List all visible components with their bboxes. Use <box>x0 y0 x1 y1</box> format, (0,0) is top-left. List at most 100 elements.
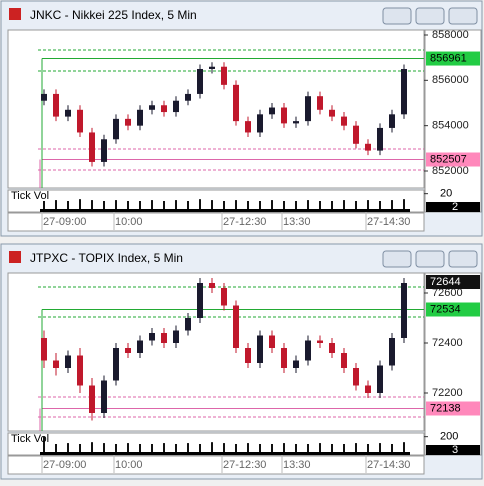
price-tag <box>426 275 480 289</box>
candle-body <box>137 109 143 126</box>
candle-body <box>245 121 251 133</box>
price-tag-label: 72534 <box>430 303 461 315</box>
candle-body <box>377 365 383 393</box>
price-tag <box>426 51 480 66</box>
volume-bar <box>115 200 117 212</box>
volume-bar <box>379 201 381 212</box>
volume-current-box <box>426 445 480 455</box>
volume-bar <box>103 201 105 212</box>
volume-area <box>7 432 425 456</box>
volume-bar <box>367 444 369 455</box>
candle-body <box>125 118 131 126</box>
volume-bar <box>43 201 45 212</box>
candle-body <box>77 109 83 133</box>
volume-bar <box>187 443 189 455</box>
candle-body <box>233 84 239 122</box>
candle-body <box>221 66 227 85</box>
candle-body <box>233 305 239 348</box>
candle-body <box>137 340 143 353</box>
volume-bar <box>79 444 81 455</box>
volume-bar <box>259 201 261 212</box>
candle-body <box>89 132 95 162</box>
candle-body <box>77 355 83 386</box>
volume-bar <box>55 444 57 455</box>
volume-bar <box>403 442 405 455</box>
volume-bar <box>355 443 357 455</box>
volume-bar <box>187 201 189 212</box>
candle-body <box>293 360 299 368</box>
candle-body <box>113 348 119 381</box>
volume-bar <box>67 201 69 212</box>
volume-bar <box>127 201 129 212</box>
volume-bar <box>247 201 249 212</box>
volume-bar <box>43 436 45 455</box>
candle-body <box>305 96 311 122</box>
price-label: 72400 <box>432 337 463 349</box>
candle-body <box>305 340 311 361</box>
price-tag <box>426 152 480 167</box>
volume-bar <box>151 200 153 212</box>
candle-body <box>341 116 347 126</box>
volume-bar <box>271 444 273 455</box>
volume-bar <box>307 444 309 455</box>
volume-bar <box>391 200 393 212</box>
candle-body <box>341 353 347 368</box>
volume-bar <box>343 444 345 455</box>
volume-bar <box>355 201 357 212</box>
close-button[interactable] <box>448 250 478 268</box>
price-tag <box>426 401 480 416</box>
volume-bar <box>163 443 165 455</box>
volume-bar <box>199 444 201 455</box>
volume-bar <box>295 444 297 455</box>
maximize-button[interactable] <box>415 250 445 268</box>
minimize-button[interactable] <box>382 250 412 268</box>
volume-bar <box>331 201 333 212</box>
volume-scale-label: 200 <box>440 431 458 443</box>
time-label: 27-14:30 <box>367 459 410 471</box>
candle-body <box>389 338 395 366</box>
candle-body <box>281 107 287 124</box>
volume-bar <box>343 200 345 212</box>
volume-current-box <box>426 202 480 212</box>
volume-bar <box>163 201 165 212</box>
candle-body <box>245 348 251 363</box>
candle-body <box>65 355 71 368</box>
price-tag-label: 856961 <box>430 52 467 64</box>
candle-body <box>53 93 59 117</box>
minimize-button[interactable] <box>382 7 412 25</box>
window-title: JTPXC - TOPIX Index, 5 Min <box>30 251 183 265</box>
volume-scroll <box>40 452 410 455</box>
volume-bar <box>223 443 225 455</box>
volume-area <box>7 189 425 213</box>
volume-bar <box>151 444 153 455</box>
candle-body <box>281 348 287 368</box>
volume-scale-label: 20 <box>440 188 452 200</box>
candle-body <box>125 348 131 353</box>
volume-bar <box>67 443 69 455</box>
window-icon <box>9 251 21 263</box>
plot-area <box>7 29 425 189</box>
candle-body <box>41 338 47 361</box>
candle-body <box>89 385 95 413</box>
candle-body <box>365 385 371 393</box>
maximize-button[interactable] <box>415 7 445 25</box>
volume-bar <box>319 201 321 212</box>
candle-body <box>173 100 179 113</box>
price-label: 852000 <box>432 165 469 177</box>
volume-bar <box>139 201 141 212</box>
close-button[interactable] <box>448 7 478 25</box>
candle-body <box>257 114 263 133</box>
candle-body <box>257 335 263 363</box>
candle-body <box>365 143 371 151</box>
volume-bar <box>271 200 273 212</box>
volume-bar <box>379 443 381 455</box>
candle-body <box>209 66 215 69</box>
candle-body <box>41 93 47 101</box>
volume-bar <box>307 200 309 212</box>
volume-bar <box>319 443 321 455</box>
candle-body <box>317 340 323 343</box>
volume-bar <box>391 444 393 455</box>
volume-bar <box>223 201 225 212</box>
candle-body <box>293 121 299 124</box>
